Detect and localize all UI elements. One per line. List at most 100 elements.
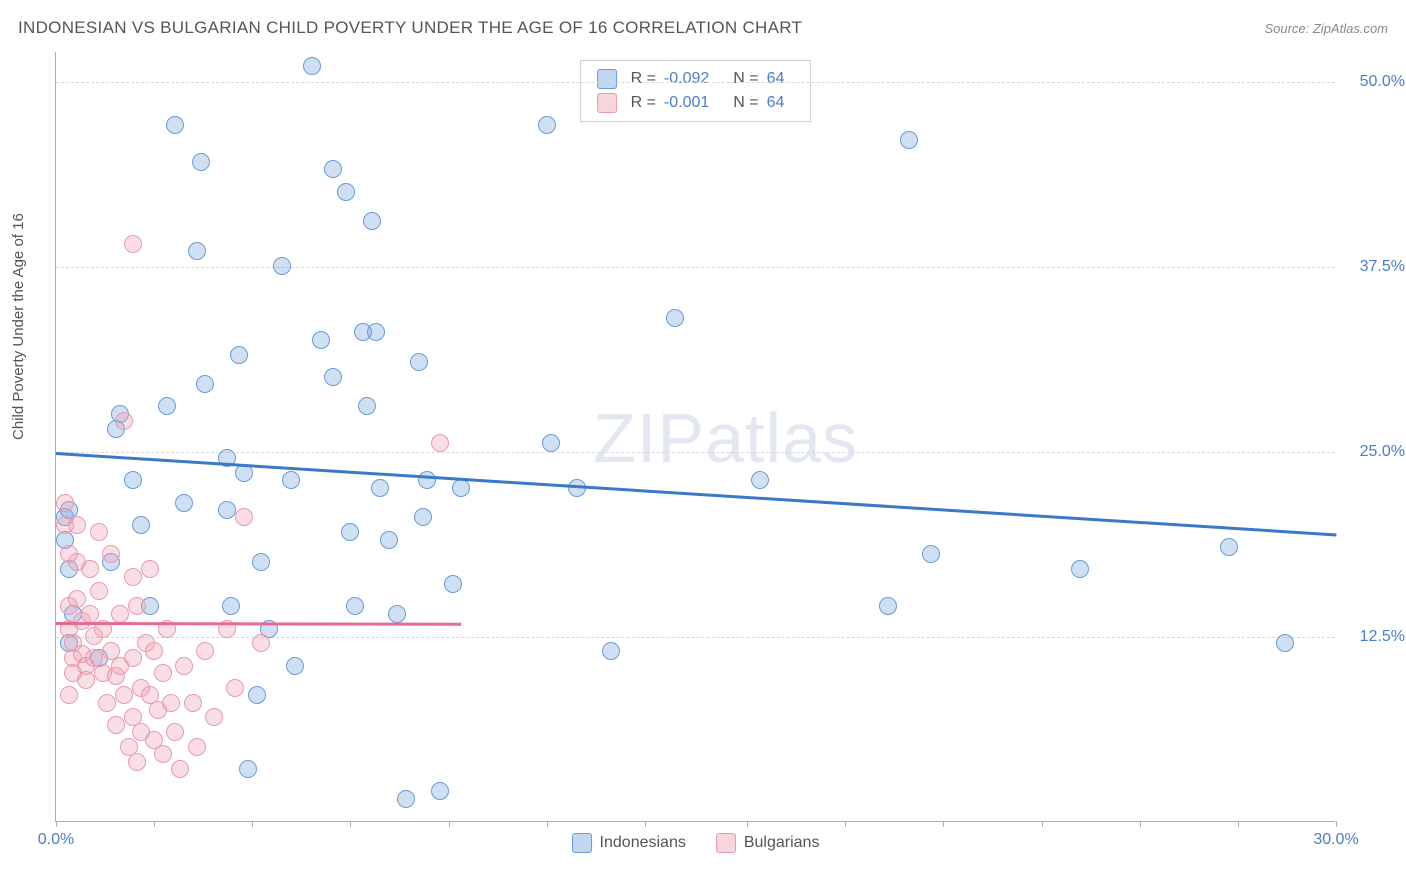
data-point (226, 679, 244, 697)
data-point (111, 605, 129, 623)
legend-item-indonesians: Indonesians (572, 833, 686, 853)
gridline-h (56, 452, 1335, 453)
data-point (397, 790, 415, 808)
swatch-icon (597, 93, 617, 113)
chart-title: INDONESIAN VS BULGARIAN CHILD POVERTY UN… (18, 18, 802, 38)
data-point (205, 708, 223, 726)
data-point (60, 686, 78, 704)
data-point (115, 412, 133, 430)
data-point (171, 760, 189, 778)
data-point (81, 560, 99, 578)
data-point (367, 323, 385, 341)
data-point (1276, 634, 1294, 652)
data-point (1071, 560, 1089, 578)
data-point (162, 694, 180, 712)
data-point (90, 582, 108, 600)
data-point (282, 471, 300, 489)
data-point (431, 434, 449, 452)
data-point (324, 368, 342, 386)
data-point (154, 664, 172, 682)
data-point (218, 501, 236, 519)
data-point (222, 597, 240, 615)
swatch-icon (572, 833, 592, 853)
correlation-legend: R = -0.092 N = 64 R = -0.001 N = 64 (580, 60, 812, 122)
data-point (145, 642, 163, 660)
data-point (1220, 538, 1238, 556)
data-point (132, 516, 150, 534)
y-axis-label: Child Poverty Under the Age of 16 (10, 213, 27, 440)
data-point (900, 131, 918, 149)
r-label: R = (631, 70, 656, 88)
x-tick (645, 821, 646, 827)
data-point (175, 657, 193, 675)
data-point (602, 642, 620, 660)
data-point (115, 686, 133, 704)
x-tick (547, 821, 548, 827)
data-point (358, 397, 376, 415)
data-point (128, 597, 146, 615)
source-attribution: Source: ZipAtlas.com (1264, 21, 1388, 36)
legend-row-bulgarians: R = -0.001 N = 64 (597, 91, 795, 115)
data-point (158, 397, 176, 415)
x-tick (845, 821, 846, 827)
x-tick (252, 821, 253, 827)
x-tick (1238, 821, 1239, 827)
watermark: ZIPatlas (593, 398, 858, 478)
data-point (324, 160, 342, 178)
data-point (542, 434, 560, 452)
data-point (431, 782, 449, 800)
data-point (410, 353, 428, 371)
data-point (252, 553, 270, 571)
data-point (312, 331, 330, 349)
legend-label: Bulgarians (744, 834, 820, 852)
data-point (128, 753, 146, 771)
data-point (341, 523, 359, 541)
data-point (230, 346, 248, 364)
r-value: -0.001 (664, 94, 709, 112)
title-bar: INDONESIAN VS BULGARIAN CHILD POVERTY UN… (18, 18, 1388, 38)
y-tick-label: 25.0% (1360, 443, 1405, 461)
n-value: 64 (767, 94, 785, 112)
data-point (346, 597, 364, 615)
data-point (248, 686, 266, 704)
series-legend: Indonesians Bulgarians (572, 833, 820, 853)
data-point (124, 568, 142, 586)
data-point (188, 738, 206, 756)
n-label: N = (733, 70, 758, 88)
data-point (666, 309, 684, 327)
x-tick (747, 821, 748, 827)
data-point (56, 494, 74, 512)
data-point (235, 508, 253, 526)
data-point (452, 479, 470, 497)
x-tick (1336, 821, 1337, 827)
n-label: N = (733, 94, 758, 112)
data-point (77, 671, 95, 689)
data-point (196, 642, 214, 660)
data-point (363, 212, 381, 230)
scatter-chart: ZIPatlas R = -0.092 N = 64 R = -0.001 N … (55, 52, 1335, 822)
data-point (538, 116, 556, 134)
data-point (192, 153, 210, 171)
data-point (273, 257, 291, 275)
data-point (107, 716, 125, 734)
gridline-h (56, 82, 1335, 83)
data-point (166, 723, 184, 741)
data-point (68, 590, 86, 608)
data-point (252, 634, 270, 652)
x-tick (1140, 821, 1141, 827)
r-label: R = (631, 94, 656, 112)
data-point (380, 531, 398, 549)
data-point (418, 471, 436, 489)
swatch-icon (597, 69, 617, 89)
gridline-h (56, 267, 1335, 268)
x-tick-label: 30.0% (1313, 831, 1358, 849)
x-tick-label: 0.0% (38, 831, 74, 849)
y-tick-label: 12.5% (1360, 628, 1405, 646)
data-point (751, 471, 769, 489)
gridline-h (56, 637, 1335, 638)
data-point (102, 545, 120, 563)
x-tick (350, 821, 351, 827)
data-point (124, 649, 142, 667)
y-tick-label: 50.0% (1360, 73, 1405, 91)
data-point (239, 760, 257, 778)
